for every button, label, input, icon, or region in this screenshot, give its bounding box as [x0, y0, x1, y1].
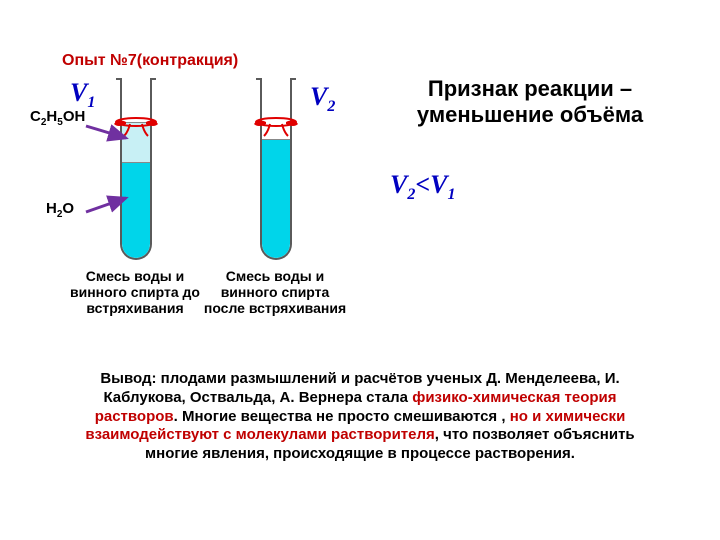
conclusion-part2: . Многие вещества не просто смешиваются …	[174, 408, 510, 425]
tube1-caption: Смесь воды и винного спирта до встряхива…	[60, 268, 210, 316]
conclusion-text: Вывод: плодами размышлений и расчётов уч…	[80, 370, 640, 464]
tube2-caption: Смесь воды и винного спирта после встрях…	[200, 268, 350, 316]
